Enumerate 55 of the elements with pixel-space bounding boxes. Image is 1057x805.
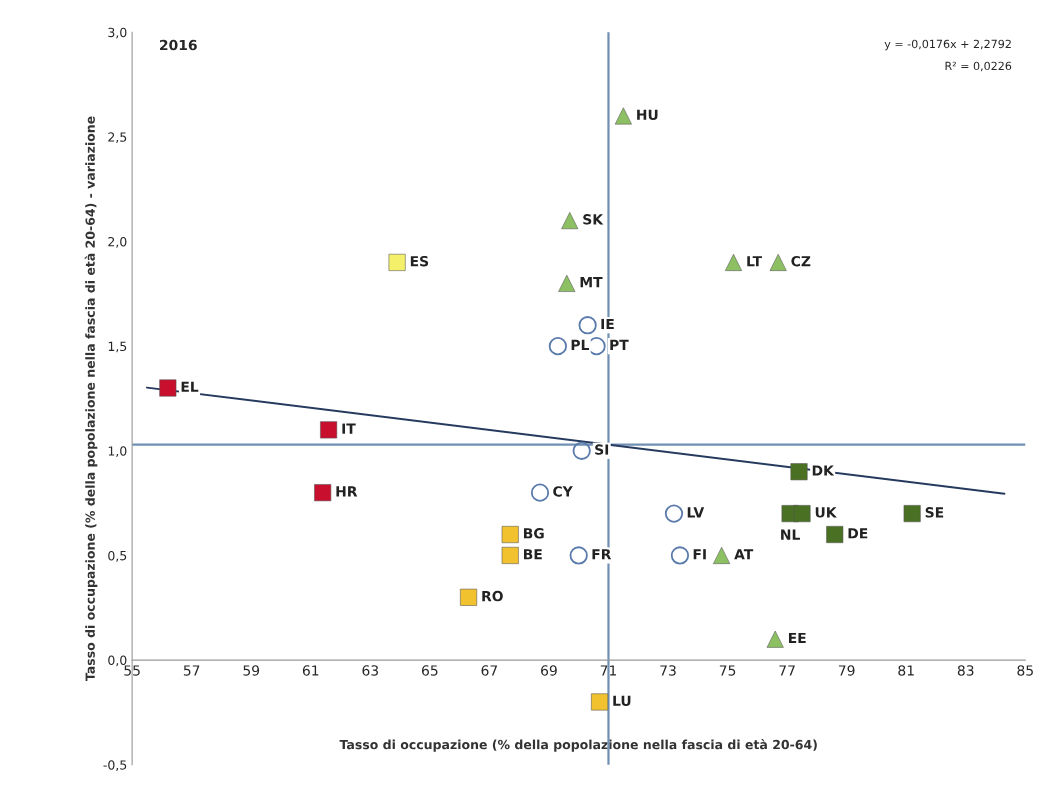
annotation: MT (580, 277, 603, 288)
annotation: AT (734, 549, 754, 560)
annotation: CY (553, 486, 573, 497)
x-tick-label: 73 (660, 665, 676, 676)
annotation: SK (583, 214, 604, 225)
annotation: NL (781, 529, 800, 540)
x-tick-label: 85 (1017, 665, 1033, 676)
x-tick-label: 55 (124, 665, 140, 676)
y-tick-label: 0,0 (108, 655, 127, 667)
x-tick-label: 59 (243, 665, 260, 676)
y-tick-label: -0,5 (103, 760, 127, 771)
y-axis-title: Tasso di occupazione (% della popolazione nella fascia di età 20-64) - variazione (84, 116, 98, 682)
x-tick-label: 67 (481, 665, 498, 676)
chart-title: 2016 (160, 39, 197, 51)
annotation: LT (747, 256, 762, 267)
y-tick-label: 1,0 (108, 446, 127, 457)
annotation: IT (342, 423, 356, 434)
x-tick-label: 61 (302, 665, 319, 676)
annotation: HU (637, 109, 658, 120)
annotation: FI (693, 549, 706, 560)
annotation: EL (181, 381, 199, 392)
annotation: EE (788, 632, 806, 643)
annotation: RO (482, 590, 503, 602)
annotation: BG (524, 528, 544, 539)
y-tick-label: 0,5 (108, 550, 127, 562)
x-tick-label: 79 (838, 665, 855, 676)
annotation: PT (610, 339, 629, 350)
annotation: ES (410, 255, 429, 267)
y-tick-label: 1,5 (108, 341, 127, 353)
x-tick-label: 63 (362, 665, 379, 676)
x-tick-label: 75 (719, 665, 736, 676)
annotation: DK (812, 465, 835, 476)
x-tick-label: 65 (421, 665, 438, 676)
x-tick-label: 81 (898, 665, 914, 676)
annotation: FR (592, 549, 612, 560)
annotation: DE (848, 528, 868, 539)
annotation: SI (595, 444, 609, 455)
y-tick-label: 2,0 (108, 236, 127, 248)
y-tick-label: 3,0 (108, 27, 127, 39)
annotation: R² = 0,0226 (945, 61, 1012, 72)
x-tick-label: 77 (779, 665, 795, 676)
annotation: UK (815, 507, 837, 518)
annotation: HR (336, 486, 358, 497)
annotation: LU (613, 695, 631, 706)
y-tick-label: 2,5 (108, 132, 127, 144)
annotation: IE (601, 318, 614, 330)
annotation: BE (524, 549, 542, 560)
x-tick-label: 57 (183, 665, 200, 676)
annotation: LV (687, 507, 705, 518)
annotation: CZ (791, 255, 811, 267)
x-tick-label: 69 (541, 665, 557, 676)
annotation: y = -0,0176x + 2,2792 (884, 39, 1011, 51)
annotation: SE (925, 507, 944, 518)
annotation: PL (571, 339, 590, 350)
x-tick-label: 83 (957, 665, 974, 676)
